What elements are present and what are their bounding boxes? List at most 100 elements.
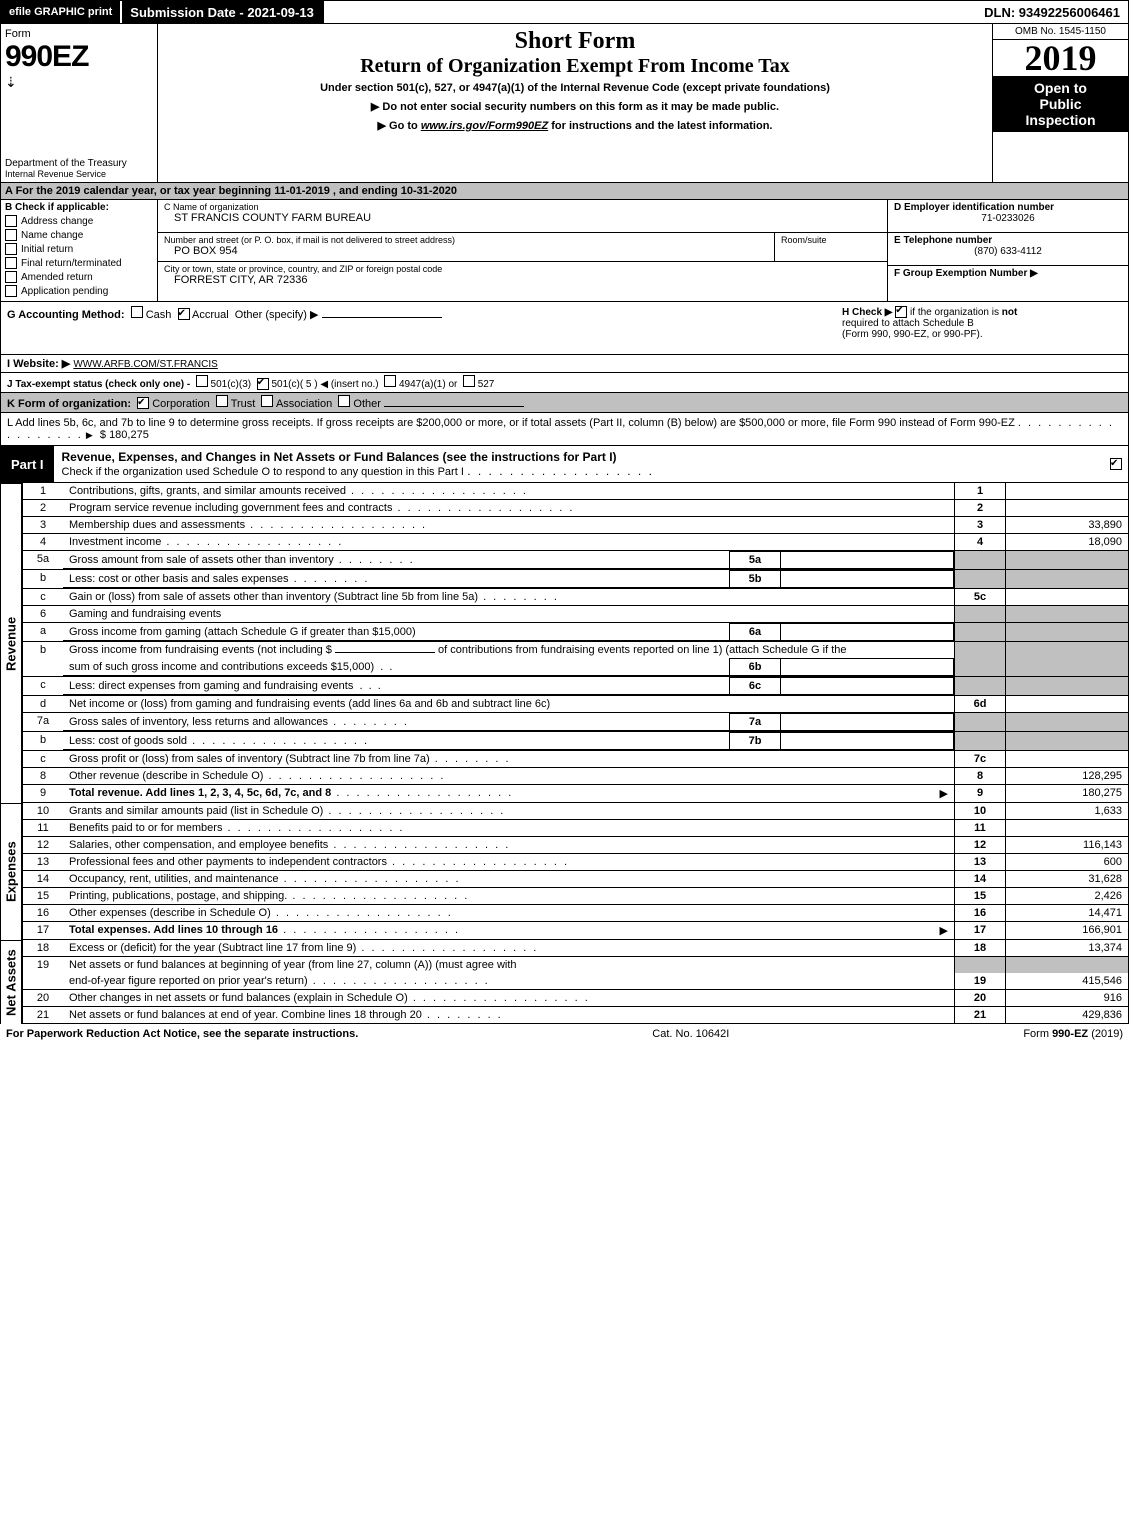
chk-name-change[interactable]: Name change (5, 229, 153, 241)
rv-7c (1006, 751, 1129, 768)
checkbox-icon[interactable] (5, 229, 17, 241)
contrib-input[interactable] (335, 652, 435, 653)
chk-amended[interactable]: Amended return (5, 271, 153, 283)
chk-application-pending[interactable]: Application pending (5, 285, 153, 297)
rv-9: 180,275 (1006, 785, 1129, 803)
lno-19: 19 (23, 957, 64, 974)
header-right: OMB No. 1545-1150 2019 Open to Public In… (992, 24, 1128, 182)
desc-18: Excess or (deficit) for the year (Subtra… (69, 942, 356, 954)
chk-corporation[interactable] (137, 397, 149, 409)
addr-label: Number and street (or P. O. box, if mail… (164, 235, 768, 245)
rv-14: 31,628 (1006, 871, 1129, 888)
chk-527[interactable] (463, 375, 475, 387)
checkbox-icon[interactable] (5, 243, 17, 255)
goto-post: for instructions and the latest informat… (548, 120, 772, 132)
chk-501c[interactable] (257, 378, 269, 390)
website-link[interactable]: WWW.ARFB.COM/ST.FRANCIS (73, 359, 217, 370)
rv-6c (1006, 677, 1129, 696)
checkbox-icon[interactable] (1110, 458, 1122, 470)
lno-13: 13 (23, 854, 64, 871)
g-other: Other (specify) ▶ (235, 309, 319, 321)
lno-21: 21 (23, 1007, 64, 1024)
rn-20: 20 (955, 990, 1006, 1007)
box-C: C Name of organization ST FRANCIS COUNTY… (158, 200, 887, 301)
box-E: E Telephone number (870) 633-4112 (888, 233, 1128, 266)
header-left: Form 990EZ ⇣ Department of the Treasury … (1, 24, 158, 182)
line-G: G Accounting Method: Cash Accrual Other … (7, 306, 442, 321)
chk-trust[interactable] (216, 395, 228, 407)
lno-14: 14 (23, 871, 64, 888)
part1-title-text: Revenue, Expenses, and Changes in Net As… (62, 450, 617, 464)
rv-17: 166,901 (1006, 922, 1129, 940)
k-corp: Corporation (152, 398, 209, 410)
checkbox-icon[interactable] (5, 215, 17, 227)
k-other-input[interactable] (384, 406, 524, 407)
desc-6a: Gross income from gaming (attach Schedul… (69, 626, 416, 638)
rv-18: 13,374 (1006, 940, 1129, 957)
box-B: B Check if applicable: Address change Na… (1, 200, 158, 301)
desc-8: Other revenue (describe in Schedule O) (69, 770, 263, 782)
chk-other-org[interactable] (338, 395, 350, 407)
chk-final-return[interactable]: Final return/terminated (5, 257, 153, 269)
footer-right-pre: Form (1023, 1028, 1052, 1040)
k-label: K Form of organization: (7, 398, 131, 410)
sv-7b (781, 733, 954, 750)
lno-10: 10 (23, 803, 64, 820)
box-B-label: B Check if applicable: (5, 202, 153, 213)
chk-cash[interactable] (131, 306, 143, 318)
chk-H[interactable] (895, 306, 907, 318)
desc-12: Salaries, other compensation, and employ… (69, 839, 328, 851)
desc-20: Other changes in net assets or fund bala… (69, 992, 408, 1004)
desc-19a: Net assets or fund balances at beginning… (63, 957, 955, 974)
chk-4947[interactable] (384, 375, 396, 387)
rv-7a (1006, 713, 1129, 732)
form-header: Form 990EZ ⇣ Department of the Treasury … (0, 24, 1129, 183)
irs-text: Internal Revenue Service (5, 169, 106, 179)
lno-6c: c (23, 677, 64, 696)
rv-6a (1006, 623, 1129, 642)
rn-21: 21 (955, 1007, 1006, 1024)
other-specify-input[interactable] (322, 317, 442, 318)
warning: ▶ Do not enter social security numbers o… (164, 100, 986, 113)
netassets-table: 18Excess or (deficit) for the year (Subt… (22, 940, 1129, 1024)
rn-9: 9 (955, 785, 1006, 803)
group-label: F Group Exemption Number ▶ (894, 268, 1038, 279)
chk-address-change[interactable]: Address change (5, 215, 153, 227)
checkbox-icon[interactable] (5, 257, 17, 269)
dots-icon (271, 907, 453, 919)
city-val: FORREST CITY, AR 72336 (164, 274, 881, 286)
rn-14: 14 (955, 871, 1006, 888)
chk-501c3[interactable] (196, 375, 208, 387)
g-cash: Cash (146, 309, 172, 321)
chk-initial-return[interactable]: Initial return (5, 243, 153, 255)
checkbox-icon[interactable] (5, 271, 17, 283)
opt-final: Final return/terminated (21, 258, 122, 269)
rv-6b2 (1006, 658, 1129, 677)
rv-11 (1006, 820, 1129, 837)
desc-6d: Net income or (loss) from gaming and fun… (63, 696, 955, 713)
rv-5a (1006, 551, 1129, 570)
part1-check[interactable] (1104, 446, 1128, 482)
rn-15: 15 (955, 888, 1006, 905)
dept-text: Department of the Treasury (5, 158, 127, 169)
checkbox-icon[interactable] (5, 285, 17, 297)
footer-right-post: (2019) (1088, 1028, 1123, 1040)
netassets-side-label: Net Assets (0, 940, 22, 1024)
chk-accrual[interactable] (178, 308, 190, 320)
rn-6c (955, 677, 1006, 696)
chk-association[interactable] (261, 395, 273, 407)
dots-icon (287, 890, 469, 902)
rn-16: 16 (955, 905, 1006, 922)
rv-1 (1006, 483, 1129, 500)
goto-link[interactable]: www.irs.gov/Form990EZ (421, 120, 548, 132)
expenses-side-label: Expenses (0, 803, 22, 940)
sv-6c (781, 678, 954, 695)
l-amount: $ 180,275 (100, 429, 149, 441)
desc-5a: Gross amount from sale of assets other t… (69, 554, 334, 566)
rv-10: 1,633 (1006, 803, 1129, 820)
efile-print[interactable]: efile GRAPHIC print (1, 1, 120, 23)
expenses-section: Expenses 10Grants and similar amounts pa… (0, 803, 1129, 940)
j-a: 501(c)(3) (211, 379, 252, 390)
sn-6b: 6b (730, 659, 781, 676)
dots-icon (422, 1009, 503, 1021)
